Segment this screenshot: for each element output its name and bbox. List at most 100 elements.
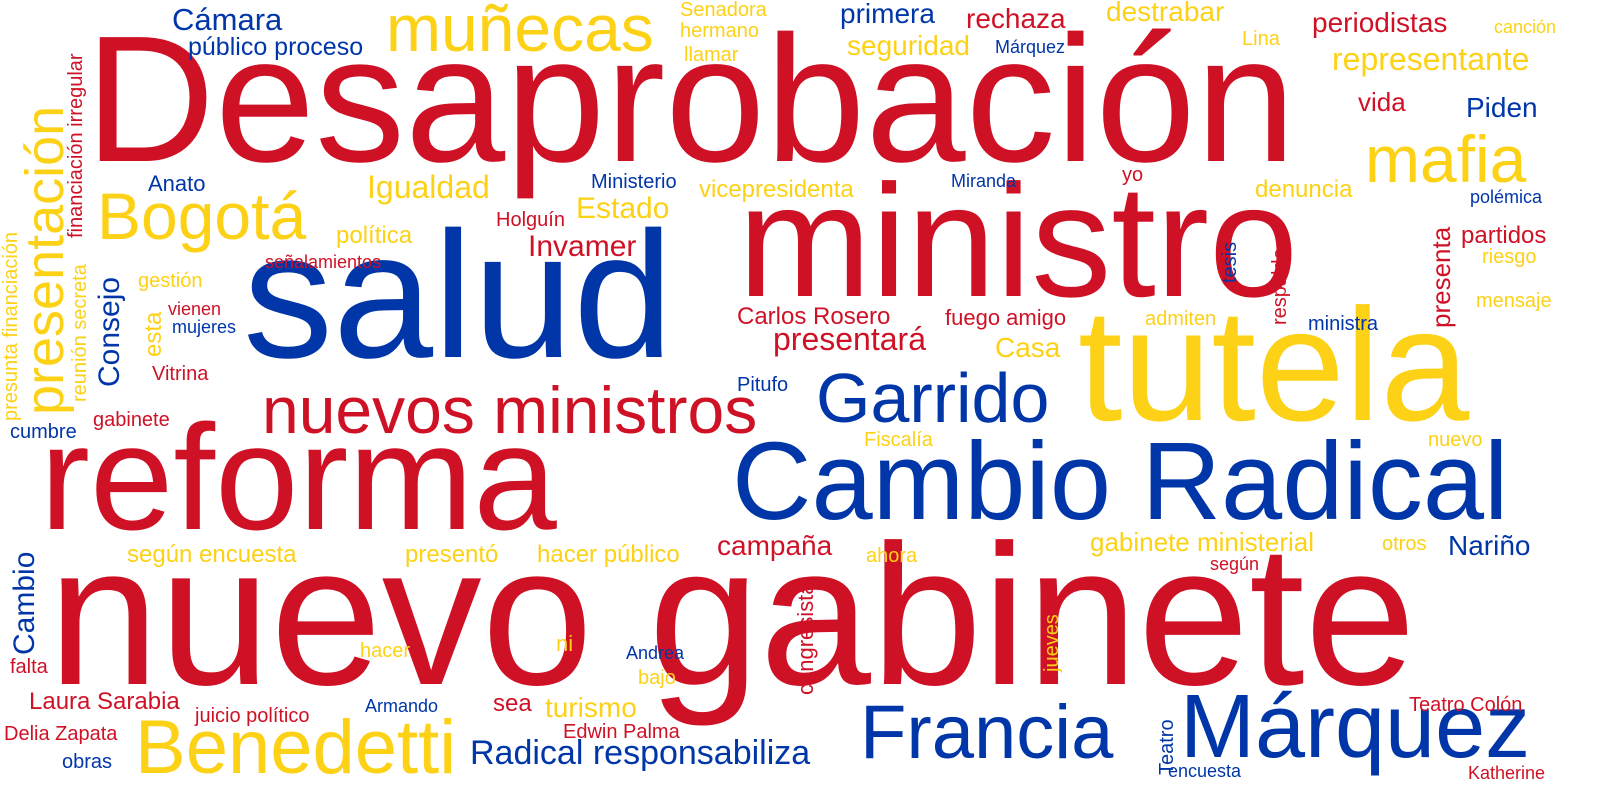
word: según encuesta [127, 540, 297, 568]
word: admiten [1145, 307, 1217, 330]
word: esta [140, 311, 167, 357]
word: obras [62, 750, 113, 773]
word: Nariño [1448, 530, 1531, 562]
word: mujeres [172, 317, 237, 338]
word: política [336, 221, 413, 249]
word: Estado [576, 192, 670, 226]
word: presunta financiación [0, 231, 22, 421]
word: riesgo [1482, 245, 1537, 268]
word: reunión secreta [69, 264, 91, 402]
word: Benedetti [135, 705, 457, 791]
word: presentación [15, 105, 75, 415]
word: Edwin Palma [563, 720, 680, 743]
word: Holguín [496, 208, 565, 231]
word: Teatro [1156, 719, 1178, 775]
word: Anato [148, 170, 206, 196]
word: juicio político [195, 704, 310, 727]
word: seguridad [847, 30, 970, 62]
word: Armando [365, 696, 439, 717]
word: financiación irregular [65, 53, 87, 238]
word: gestión [138, 269, 203, 292]
word: encuesta [1168, 761, 1242, 782]
word: Bogotá [97, 179, 307, 254]
word: primera [840, 0, 935, 30]
word: Vitrina [152, 362, 209, 385]
word: canción [1494, 17, 1557, 38]
word: salud [243, 195, 674, 397]
word: ahora [866, 544, 918, 567]
word: nuevo gabinete [48, 504, 1416, 727]
word: otros [1382, 532, 1427, 555]
word: ni [556, 630, 574, 656]
word: denuncia [1255, 175, 1353, 203]
word: Delia Zapata [4, 722, 118, 745]
word: Cambio [8, 551, 41, 655]
word: Márquez [995, 37, 1066, 58]
word: Consejo [93, 276, 126, 387]
word: hacer [360, 639, 411, 662]
word: fuego amigo [945, 304, 1067, 330]
word: sea [493, 689, 532, 717]
word: vida [1358, 87, 1406, 118]
word: Radical responsabiliza [470, 733, 811, 772]
word: público proceso [188, 33, 364, 61]
word: vicepresidenta [699, 175, 854, 203]
word: congresista [793, 582, 818, 695]
word: falta [10, 655, 48, 678]
word: Fiscalía [864, 428, 933, 451]
word: campaña [717, 530, 833, 562]
word: tesis [1219, 241, 1241, 283]
word: llamar [684, 43, 739, 66]
word: reforma [40, 393, 557, 561]
word: mensaje [1476, 289, 1552, 312]
word: yo [1122, 163, 1144, 186]
word: Miranda [951, 171, 1017, 192]
word: Desaprobación [85, 0, 1296, 201]
word: representante [1332, 40, 1530, 77]
word: vienen [168, 299, 222, 320]
word: Ministerio [591, 170, 677, 193]
word: Senadora [680, 0, 767, 21]
word: Piden [1466, 92, 1538, 124]
word: rechaza [966, 3, 1066, 35]
word: tutela [1078, 274, 1470, 454]
word: destrabar [1106, 0, 1225, 28]
word: según [1210, 554, 1260, 575]
word: señalamientos [265, 252, 382, 273]
word: gabinete ministerial [1090, 527, 1315, 558]
word: polémica [1470, 187, 1543, 208]
word: mafia [1365, 122, 1527, 197]
word: Andrea [626, 643, 685, 664]
word: Teatro Colón [1409, 693, 1523, 716]
word: Márquez [1180, 677, 1531, 778]
word: Francia [860, 690, 1114, 776]
word: ministro [738, 150, 1299, 330]
word: Pitufo [737, 373, 789, 396]
word: partidos [1461, 221, 1547, 249]
word: Cámara [172, 2, 283, 38]
word: turismo [545, 692, 637, 724]
word: periodistas [1312, 7, 1448, 39]
word: bajo [638, 666, 676, 689]
word: ministra [1308, 312, 1379, 335]
word: Igualdad [367, 168, 490, 205]
word: Lina [1242, 27, 1280, 50]
word: Carlos Rosero [737, 302, 891, 330]
word: cumbre [10, 420, 77, 443]
word: Laura Sarabia [29, 687, 180, 715]
word: Katherine [1468, 763, 1546, 784]
word: nuevos ministros [262, 373, 758, 448]
word: Invamer [528, 230, 637, 264]
word: Garrido [816, 358, 1050, 437]
word: gabinete [93, 408, 170, 431]
word: presentará [773, 320, 926, 357]
word: hermano [680, 19, 759, 42]
word: muñecas [386, 0, 654, 66]
word: jueves [1041, 614, 1063, 672]
word: Cambio Radical [732, 419, 1509, 543]
word: presenta [1426, 226, 1456, 328]
word: nuevo [1428, 428, 1483, 451]
word: Casa [995, 332, 1061, 364]
word: respaldo [1269, 248, 1291, 325]
